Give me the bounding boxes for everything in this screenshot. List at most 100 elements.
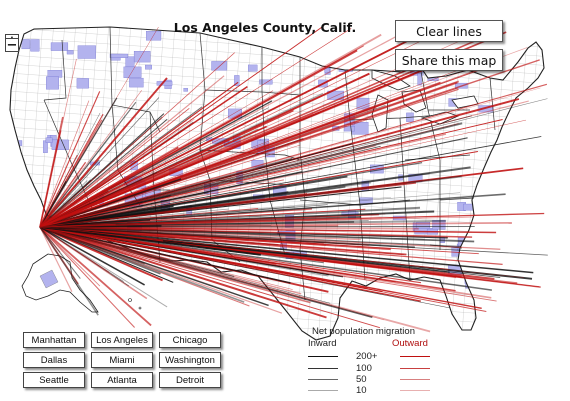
outward-flow-line [39,154,78,228]
inward-flow-line [39,226,462,247]
outward-flow-line [39,226,472,233]
alaska [21,253,142,313]
city-button-seattle[interactable]: Seattle [23,372,85,388]
inward-flow-line [39,118,168,228]
outward-flow-line [39,27,448,228]
legend-title: Net population migration [312,326,415,337]
inward-flow-line [39,226,130,287]
legend-inward-label: Inward [308,338,337,349]
legend-inward-swatch [308,390,338,391]
outward-flow-line [39,133,447,228]
legend-row: 200+ [300,351,450,362]
inward-flow-line [39,97,160,228]
city-button-los-angeles[interactable]: Los Angeles [91,332,153,348]
outward-flow-line [39,168,259,228]
outward-flow-line [39,226,407,256]
outward-flow-line [39,179,284,228]
outward-flow-line [39,47,528,228]
clear-lines-button[interactable]: Clear lines [395,20,503,42]
outward-flow-line [39,95,407,228]
outward-flow-line [39,226,293,290]
legend-value: 10 [356,385,367,396]
inward-flow-line [39,122,463,228]
outward-flow-line [39,161,87,228]
legend-outward-swatch [400,368,430,369]
city-button-detroit[interactable]: Detroit [159,372,221,388]
inward-flow-line [39,226,269,307]
inward-flow-line [39,226,261,256]
legend-row: 100 [300,363,450,374]
city-button-washington[interactable]: Washington [159,352,221,368]
outward-flow-line [39,226,497,234]
city-button-manhattan[interactable]: Manhattan [23,332,85,348]
city-button-chicago[interactable]: Chicago [159,332,221,348]
outward-flow-line [39,58,77,228]
outward-flow-line [39,226,101,287]
outward-flow-line [39,226,383,293]
outward-flow-line [39,81,239,228]
outward-flow-line [39,130,62,228]
migration-flow-lines [39,24,548,333]
inward-flow-line [39,226,99,316]
zoom-out-button[interactable]: − [5,38,19,53]
legend-inward-swatch [308,356,338,357]
outward-flow-line [39,226,79,285]
outward-flow-line [39,226,135,328]
outward-flow-line [39,144,301,228]
outward-flow-line [39,100,529,228]
outward-flow-line [39,182,407,228]
outward-flow-line [39,28,352,228]
outward-flow-line [39,226,525,278]
inward-flow-line [39,191,289,228]
inward-flow-line [39,202,383,228]
outward-flow-line [39,226,163,282]
outward-flow-line [39,119,503,228]
outward-flow-line [39,58,489,228]
city-button-miami[interactable]: Miami [91,352,153,368]
inward-flow-line [39,204,328,228]
inward-flow-line [39,226,291,284]
legend-row: 50 [300,374,450,385]
inward-flow-line [39,208,229,228]
legend-outward-swatch [400,379,430,380]
legend-outward-swatch [400,390,430,391]
outward-flow-line [39,226,152,327]
share-map-button[interactable]: Share this map [395,49,503,71]
inward-flow-line [39,225,475,228]
city-button-dallas[interactable]: Dallas [23,352,85,368]
inward-flow-line [39,226,161,275]
outward-flow-line [39,212,545,228]
outward-flow-line [39,125,267,228]
outward-flow-line [39,25,324,228]
inward-flow-line [39,92,324,228]
inward-flow-line [39,97,118,228]
outward-flow-line [39,77,168,228]
outward-flow-line [39,107,190,228]
outward-flow-line [39,40,408,228]
legend-outward-swatch [400,356,430,357]
city-button-atlanta[interactable]: Atlanta [91,372,153,388]
inward-flow-line [39,226,145,286]
outward-flow-line [39,226,492,299]
map-title: Los Angeles County, Calif. [173,20,357,35]
legend-value: 50 [356,374,367,385]
legend-row: 10 [300,385,450,396]
outward-flow-line [39,100,90,228]
outward-flow-line [39,85,248,228]
inward-flow-line [39,226,548,256]
outward-flow-line [39,226,311,304]
inward-flow-line [39,107,269,228]
outward-flow-line [39,49,358,228]
inward-flow-line [39,101,137,228]
inward-flow-line [39,226,81,279]
outward-flow-line [39,226,497,302]
legend-inward-swatch [308,379,338,380]
inward-flow-line [39,136,542,228]
outward-flow-line [39,28,431,228]
outward-flow-line [39,119,527,228]
legend-outward-label: Outward [392,338,428,349]
outward-flow-line [39,52,235,228]
inward-flow-line [39,175,348,228]
